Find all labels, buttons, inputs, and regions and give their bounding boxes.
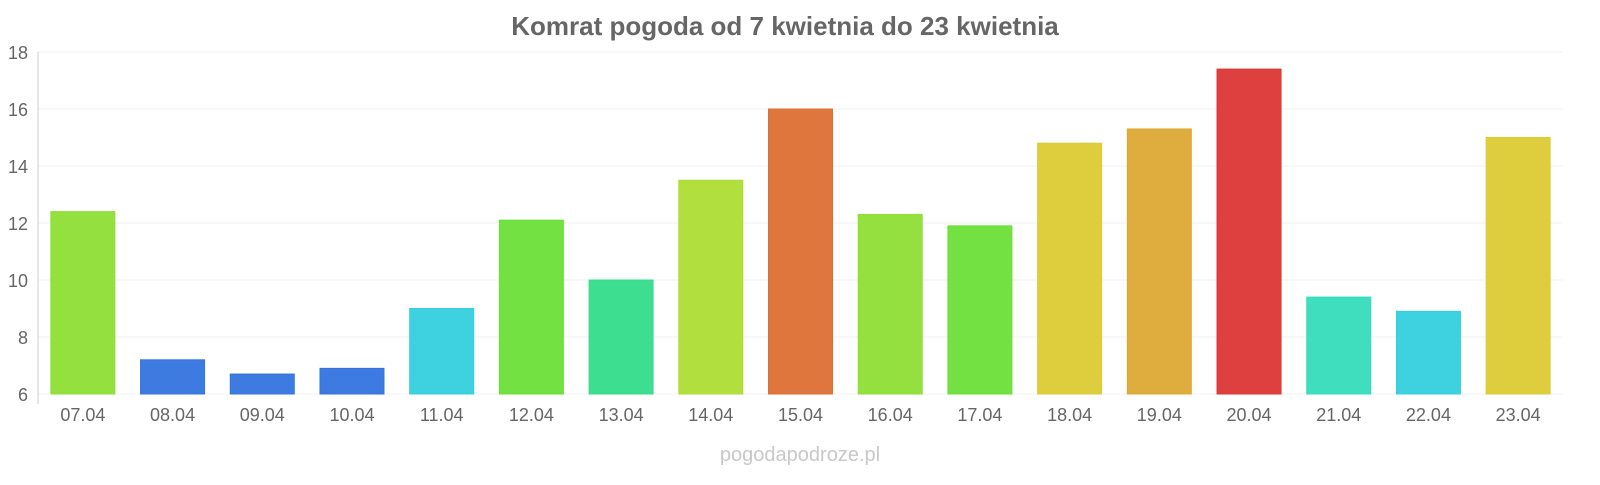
bar [1306, 296, 1372, 395]
y-tick-label: 14 [8, 157, 28, 177]
bar [768, 108, 833, 395]
bar [1485, 137, 1551, 395]
x-tick-label: 15.04 [778, 405, 823, 425]
x-tick-label: 10.04 [329, 405, 374, 425]
bar [498, 219, 564, 395]
y-tick-label: 10 [8, 271, 28, 291]
bar [1126, 128, 1192, 395]
y-tick-label: 18 [8, 43, 28, 63]
bar [229, 373, 295, 395]
chart-title: Komrat pogoda od 7 kwietnia do 23 kwietn… [511, 11, 1059, 41]
x-tick-label: 23.04 [1496, 405, 1541, 425]
watermark: pogodapodroze.pl [720, 444, 880, 466]
x-tick-label: 21.04 [1316, 405, 1361, 425]
x-tick-label: 16.04 [868, 405, 913, 425]
x-tick-label: 22.04 [1406, 405, 1451, 425]
bar [588, 279, 654, 395]
bar [1216, 68, 1282, 395]
bar [409, 308, 475, 395]
y-tick-label: 6 [18, 385, 28, 405]
y-tick-label: 12 [8, 214, 28, 234]
bar [140, 359, 206, 395]
bar [857, 213, 923, 395]
x-tick-label: 18.04 [1047, 405, 1092, 425]
x-tick-label: 14.04 [688, 405, 733, 425]
x-tick-label: 08.04 [150, 405, 195, 425]
bar [1037, 142, 1103, 395]
y-tick-label: 8 [18, 328, 28, 348]
x-tick-label: 12.04 [509, 405, 554, 425]
x-tick-label: 20.04 [1227, 405, 1272, 425]
x-tick-label: 07.04 [60, 405, 105, 425]
x-tick-label: 19.04 [1137, 405, 1182, 425]
x-tick-label: 11.04 [420, 405, 464, 425]
y-tick-label: 16 [8, 100, 28, 120]
bar [1395, 310, 1461, 395]
bar [678, 179, 744, 395]
bar [319, 367, 385, 395]
bar [947, 225, 1013, 395]
x-tick-label: 09.04 [240, 405, 285, 425]
x-tick-label: 17.04 [957, 405, 1002, 425]
bar [50, 211, 116, 395]
x-tick-label: 13.04 [599, 405, 644, 425]
